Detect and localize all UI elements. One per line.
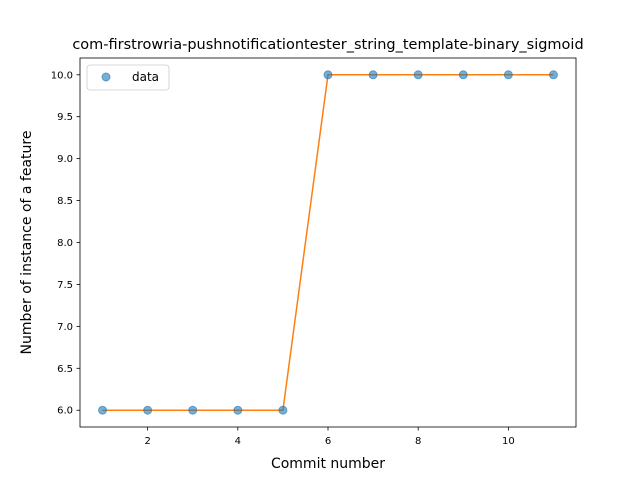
legend-label-data: data	[132, 70, 159, 84]
y-tick-label: 10.0	[51, 70, 73, 81]
y-tick-label: 6.0	[57, 406, 73, 417]
data-point	[503, 70, 513, 80]
y-tick-label: 8.0	[57, 238, 73, 249]
data-point	[143, 405, 153, 415]
data-point	[278, 405, 288, 415]
data-point	[548, 70, 558, 80]
data-point	[233, 405, 243, 415]
data-point	[323, 70, 333, 80]
data-point	[413, 70, 423, 80]
y-tick-label: 6.5	[57, 364, 73, 375]
chart-title: com-firstrowria-pushnotificationtester_s…	[72, 37, 583, 53]
data-point	[368, 70, 378, 80]
x-tick-label: 10	[502, 436, 515, 447]
x-axis-label: Commit number	[271, 456, 385, 472]
data-point	[98, 405, 108, 415]
y-axis-label: Number of instance of a feature	[19, 131, 35, 355]
y-tick-label: 9.0	[57, 154, 73, 165]
y-tick-label: 8.5	[57, 196, 73, 207]
x-tick-label: 6	[325, 436, 331, 447]
x-axis-ticks: 2 4 6 8 10	[144, 427, 515, 447]
y-tick-label: 7.0	[57, 322, 73, 333]
x-tick-label: 2	[144, 436, 150, 447]
series-markers	[98, 70, 558, 415]
y-tick-label: 9.5	[57, 112, 73, 123]
x-tick-label: 8	[415, 436, 421, 447]
y-axis-ticks: 6.0 6.5 7.0 7.5 8.0 8.5 9.0 9.5 10.0	[51, 70, 80, 417]
data-point	[458, 70, 468, 80]
legend-marker	[101, 72, 111, 82]
y-tick-label: 7.5	[57, 280, 73, 291]
data-point	[188, 405, 198, 415]
legend: data	[86, 64, 170, 91]
legend-box	[86, 64, 170, 91]
x-tick-label: 4	[235, 436, 241, 447]
